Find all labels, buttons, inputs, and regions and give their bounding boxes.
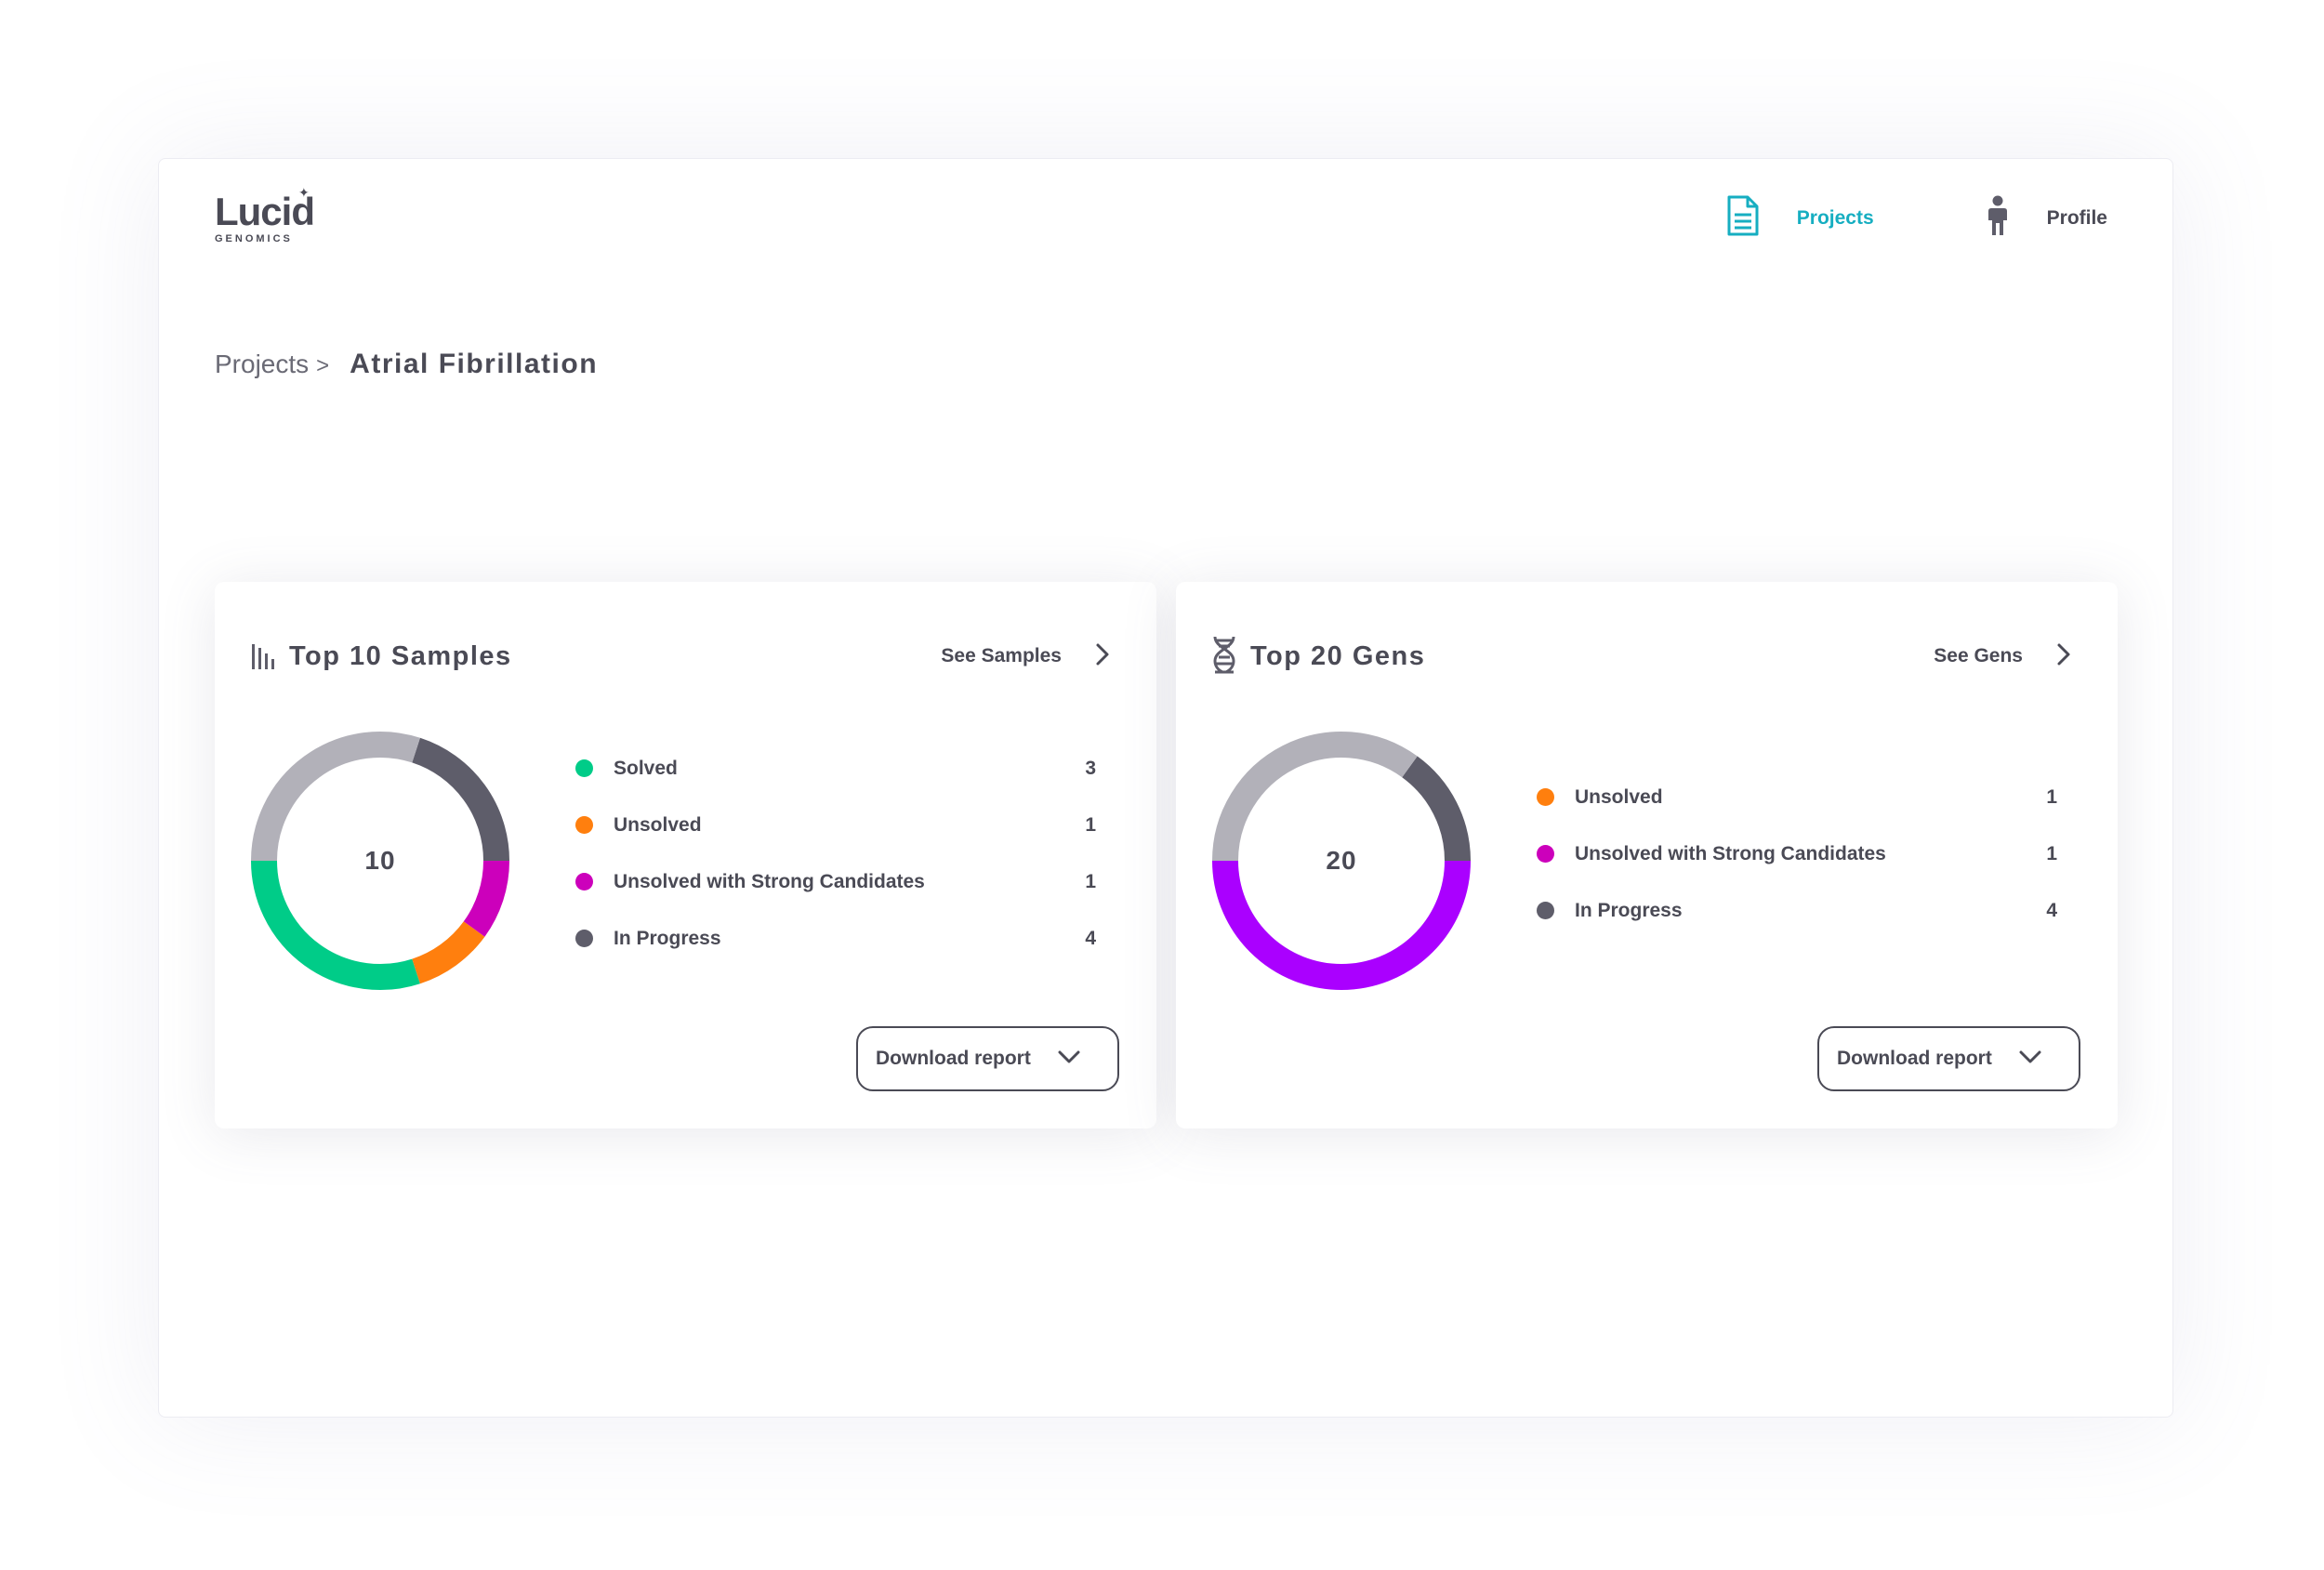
legend-count: 4 <box>2046 899 2057 921</box>
legend-label: Solved <box>614 757 678 779</box>
legend-label: In Progress <box>614 927 721 949</box>
genes-donut-chart <box>1212 732 1471 990</box>
logo-subtitle: GENOMICS <box>215 233 293 244</box>
legend-item: In Progress 4 <box>575 910 1096 967</box>
legend-count: 3 <box>1085 757 1096 779</box>
genes-legend: Unsolved 1 Unsolved with Strong Candidates… <box>1537 769 2057 939</box>
legend-label: Unsolved with Strong Candidates <box>1575 842 1886 864</box>
download-report-label: Download report <box>1837 1048 1992 1069</box>
page-title: Atrial Fibrillation <box>350 349 599 379</box>
donut-slice-in-progress <box>411 737 509 862</box>
legend-label: In Progress <box>1575 899 1683 921</box>
samples-card-header: Top 10 Samples See Samples <box>250 640 1110 673</box>
donut-slice-solved <box>251 860 420 990</box>
legend-count: 4 <box>1085 927 1096 949</box>
legend-item: Unsolved with Strong Candidates 1 <box>1537 825 2057 882</box>
samples-download-report-button[interactable]: Download report <box>856 1026 1119 1091</box>
app-window: Lucid ✦ GENOMICS Projects <box>158 158 2173 1418</box>
genes-card-title: Top 20 Gens <box>1250 640 1426 671</box>
legend-dot <box>1537 902 1554 919</box>
person-icon <box>1986 195 2010 241</box>
logo-spark-icon: ✦ <box>298 185 310 200</box>
logo-wordmark: Lucid <box>215 190 315 233</box>
legend-item: Unsolved 1 <box>1537 769 2057 825</box>
legend-count: 1 <box>2046 842 2057 864</box>
nav-item-profile[interactable]: Profile <box>1986 195 2107 241</box>
donut-slice-unsolved-with-strong-candidates <box>1212 860 1471 990</box>
legend-item: Unsolved with Strong Candidates 1 <box>575 853 1096 910</box>
chevron-right-icon <box>2056 642 2071 671</box>
legend-dot <box>575 873 593 891</box>
top-genes-card: Top 20 Gens See Gens 20 Unsolved 1 Unsolve… <box>1176 582 2118 1128</box>
legend-item: In Progress 4 <box>1537 882 2057 939</box>
breadcrumb: Projects > Atrial Fibrillation <box>215 349 598 380</box>
bar-chart-icon <box>250 639 276 675</box>
legend-count: 1 <box>1085 870 1096 892</box>
lucid-genomics-logo[interactable]: Lucid ✦ GENOMICS <box>215 185 315 244</box>
legend-dot <box>575 759 593 777</box>
nav-label-profile: Profile <box>2046 206 2107 229</box>
chevron-down-icon <box>2018 1049 2042 1069</box>
legend-dot <box>1537 845 1554 863</box>
download-report-label: Download report <box>876 1048 1031 1069</box>
legend-count: 1 <box>1085 813 1096 836</box>
legend-item: Unsolved 1 <box>575 797 1096 853</box>
donut-slice-other <box>251 732 420 862</box>
genes-card-header: Top 20 Gens See Gens <box>1211 636 2071 673</box>
donut-slice-unsolved-with-strong-candidates <box>463 860 509 937</box>
donut-slice-other <box>1212 732 1418 862</box>
top-samples-card: Top 10 Samples See Samples 10 Solved 3 Uns… <box>215 582 1156 1128</box>
samples-legend: Solved 3 Unsolved 1 Unsolved with Strong Can… <box>575 740 1096 967</box>
chevron-right-icon <box>1095 642 1110 671</box>
legend-count: 1 <box>2046 785 2057 808</box>
samples-card-title: Top 10 Samples <box>289 640 512 671</box>
dna-icon <box>1211 635 1237 679</box>
legend-label: Unsolved with Strong Candidates <box>614 870 925 892</box>
legend-item: Solved 3 <box>575 740 1096 797</box>
legend-label: Unsolved <box>1575 785 1663 808</box>
samples-donut-chart <box>251 732 509 990</box>
see-samples-link[interactable]: See Samples <box>941 642 1110 671</box>
donut-slice-in-progress <box>1401 756 1471 862</box>
donut-slice-unsolved <box>411 920 485 984</box>
genes-download-report-button[interactable]: Download report <box>1817 1026 2080 1091</box>
document-icon <box>1726 194 1760 242</box>
nav-label-projects: Projects <box>1796 206 1874 229</box>
breadcrumb-projects-link[interactable]: Projects <box>215 350 310 378</box>
legend-dot <box>1537 788 1554 806</box>
see-gens-label: See Gens <box>1934 645 2023 666</box>
legend-dot <box>575 930 593 947</box>
chevron-down-icon <box>1057 1049 1081 1069</box>
legend-label: Unsolved <box>614 813 702 836</box>
nav-item-projects[interactable]: Projects <box>1726 194 1874 242</box>
see-gens-link[interactable]: See Gens <box>1934 642 2071 671</box>
top-nav: Projects Profile <box>1726 194 2107 242</box>
breadcrumb-separator: > <box>316 353 330 378</box>
legend-dot <box>575 816 593 834</box>
see-samples-label: See Samples <box>941 645 1062 666</box>
